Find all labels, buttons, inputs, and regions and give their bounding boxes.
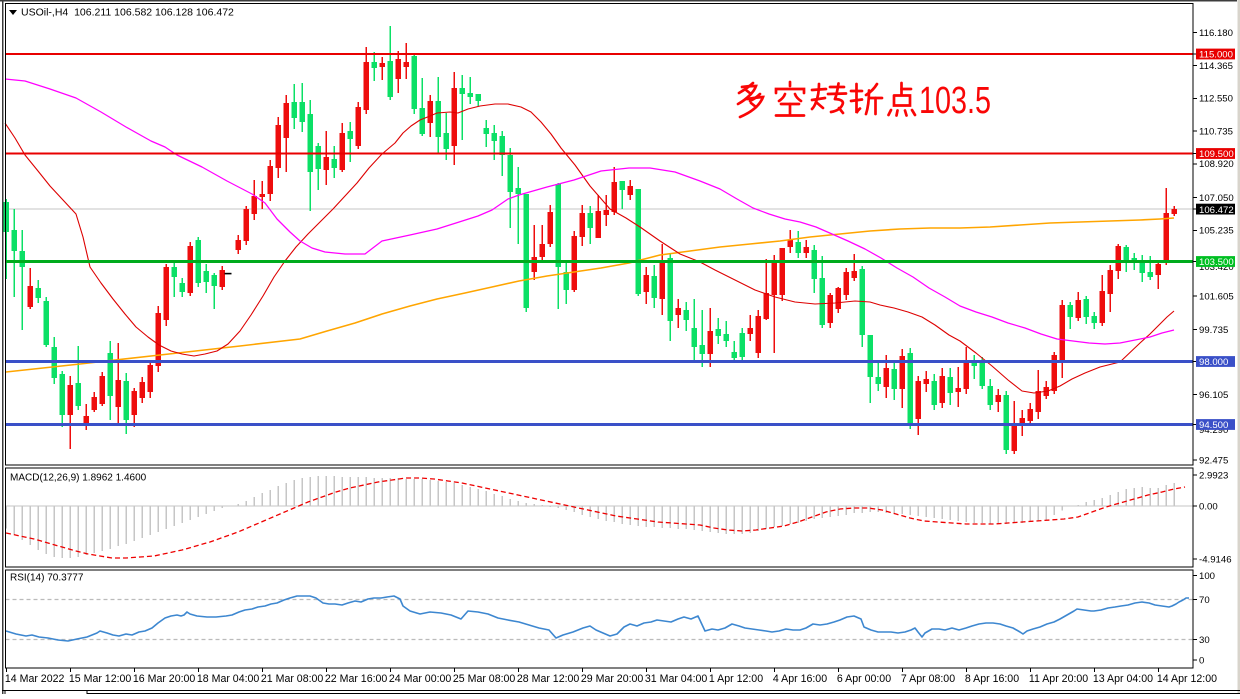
svg-text:94.500: 94.500 (1199, 420, 1228, 431)
svg-text:99.735: 99.735 (1199, 325, 1228, 336)
svg-text:6 Apr 00:00: 6 Apr 00:00 (837, 673, 891, 685)
svg-text:22 Mar 16:00: 22 Mar 16:00 (325, 673, 388, 685)
svg-text:-4.9146: -4.9146 (1199, 554, 1232, 565)
svg-text:1 Apr 12:00: 1 Apr 12:00 (709, 673, 763, 685)
svg-text:18 Mar 04:00: 18 Mar 04:00 (197, 673, 260, 685)
svg-text:0.00: 0.00 (1199, 501, 1218, 512)
svg-text:103.5: 103.5 (919, 80, 991, 122)
svg-text:14 Mar 2022: 14 Mar 2022 (5, 673, 65, 685)
svg-text:108.920: 108.920 (1199, 159, 1234, 170)
svg-text:11 Apr 20:00: 11 Apr 20:00 (1029, 673, 1088, 685)
svg-text:24 Mar 00:00: 24 Mar 00:00 (389, 673, 452, 685)
svg-text:115.000: 115.000 (1199, 50, 1233, 61)
svg-text:31 Mar 04:00: 31 Mar 04:00 (645, 673, 708, 685)
svg-text:101.605: 101.605 (1199, 291, 1234, 302)
svg-text:107.050: 107.050 (1199, 193, 1234, 204)
svg-text:106.472: 106.472 (1199, 205, 1234, 216)
svg-text:109.500: 109.500 (1199, 149, 1234, 160)
svg-text:70: 70 (1199, 595, 1210, 606)
svg-text:114.365: 114.365 (1199, 61, 1233, 72)
svg-text:7 Apr 08:00: 7 Apr 08:00 (901, 673, 955, 685)
svg-text:103.500: 103.500 (1199, 257, 1234, 268)
svg-text:116.180: 116.180 (1199, 28, 1233, 39)
svg-text:98.000: 98.000 (1199, 357, 1228, 368)
svg-text:29 Mar 20:00: 29 Mar 20:00 (581, 673, 644, 685)
svg-text:13 Apr 04:00: 13 Apr 04:00 (1093, 673, 1153, 685)
svg-text:110.735: 110.735 (1199, 126, 1233, 137)
svg-text:2.9923: 2.9923 (1199, 470, 1228, 481)
svg-text:0: 0 (1199, 655, 1204, 666)
svg-text:14 Apr 12:00: 14 Apr 12:00 (1157, 673, 1217, 685)
svg-text:USOil-,H4 106.211 106.582 106: USOil-,H4 106.211 106.582 106.128 106.47… (21, 7, 234, 19)
svg-text:MACD(12,26,9) 1.8962 1.4600: MACD(12,26,9) 1.8962 1.4600 (10, 473, 147, 484)
svg-text:30: 30 (1199, 635, 1210, 646)
svg-text:21 Mar 08:00: 21 Mar 08:00 (261, 673, 324, 685)
svg-text:100: 100 (1199, 571, 1215, 582)
svg-text:RSI(14) 70.3777: RSI(14) 70.3777 (10, 573, 84, 584)
svg-text:25 Mar 08:00: 25 Mar 08:00 (453, 673, 516, 685)
svg-text:4 Apr 16:00: 4 Apr 16:00 (773, 673, 827, 685)
svg-text:15 Mar 12:00: 15 Mar 12:00 (69, 673, 132, 685)
svg-text:16 Mar 20:00: 16 Mar 20:00 (133, 673, 196, 685)
svg-text:112.550: 112.550 (1199, 94, 1233, 105)
svg-text:28 Mar 12:00: 28 Mar 12:00 (517, 673, 580, 685)
svg-text:105.235: 105.235 (1199, 226, 1234, 237)
svg-text:96.105: 96.105 (1199, 390, 1228, 401)
svg-text:92.475: 92.475 (1199, 456, 1228, 467)
svg-text:8 Apr 16:00: 8 Apr 16:00 (965, 673, 1019, 685)
